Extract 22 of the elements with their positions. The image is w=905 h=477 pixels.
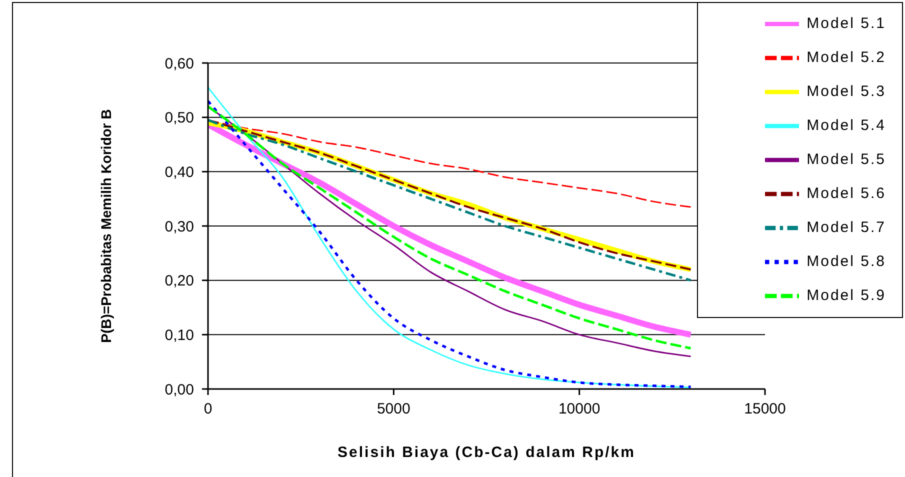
legend-label: Model 5.8 xyxy=(806,253,886,270)
legend-label: Model 5.1 xyxy=(806,15,886,32)
y-tick-label: 0,10 xyxy=(164,326,194,344)
y-tick-label: 0,50 xyxy=(164,110,194,127)
legend-label: Model 5.3 xyxy=(806,83,886,100)
legend-label: Model 5.2 xyxy=(806,49,886,66)
x-tick-label: 10000 xyxy=(558,400,600,418)
legend-label: Model 5.7 xyxy=(806,219,886,236)
legend-label: Model 5.6 xyxy=(806,185,886,202)
y-tick-label: 0,30 xyxy=(164,218,194,236)
x-tick-label: 5000 xyxy=(376,400,410,418)
y-axis-title: P(B)=Probabitas Memilih Koridor B xyxy=(98,109,114,343)
y-tick-label: 0,20 xyxy=(164,272,194,290)
x-axis-title: Selisih Biaya (Cb-Ca) dalam Rp/km xyxy=(338,444,636,461)
x-tick-label: 0 xyxy=(204,400,212,418)
x-tick-label: 15000 xyxy=(744,400,786,418)
y-tick-label: 0,40 xyxy=(164,164,194,181)
legend-label: Model 5.9 xyxy=(806,287,886,304)
y-tick-label: 0,00 xyxy=(164,381,194,398)
y-tick-label: 0,60 xyxy=(164,55,194,72)
legend-label: Model 5.5 xyxy=(806,151,886,168)
legend-label: Model 5.4 xyxy=(806,117,886,134)
